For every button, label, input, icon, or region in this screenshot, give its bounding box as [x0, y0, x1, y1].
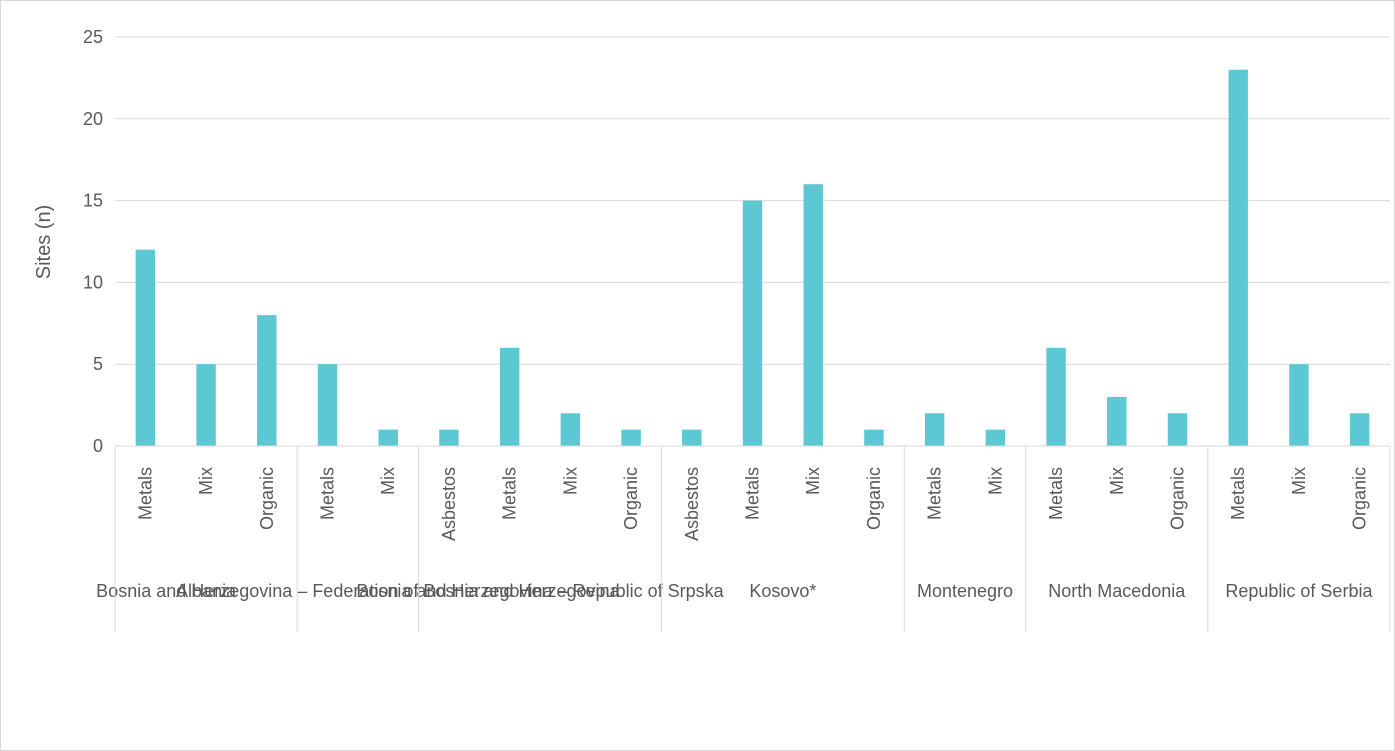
- bar: [196, 364, 216, 446]
- bar: [1107, 396, 1127, 446]
- x-category-label: Mix: [196, 467, 216, 495]
- bar: [317, 364, 338, 446]
- x-category-label: Mix: [1289, 467, 1309, 495]
- x-category-label: Organic: [1350, 467, 1370, 530]
- x-category-label: Metals: [743, 467, 763, 520]
- x-category-label: Metals: [1228, 467, 1248, 520]
- bar: [924, 413, 945, 446]
- bar: [1349, 413, 1370, 446]
- bars: [135, 69, 1370, 447]
- x-category-label: Mix: [803, 467, 823, 495]
- x-category-label: Metals: [135, 467, 155, 520]
- bar: [682, 429, 702, 446]
- bar: [378, 429, 398, 446]
- x-category-label: Asbestos: [439, 467, 459, 541]
- x-group-label: North Macedonia: [1048, 581, 1186, 601]
- x-group-label: Kosovo*: [749, 581, 816, 601]
- x-category-label: Asbestos: [682, 467, 702, 541]
- x-group-label: Bosnia and Herzegovina – Federation of B…: [96, 581, 620, 601]
- y-tick-label: 0: [93, 436, 103, 456]
- x-category-label: Organic: [864, 467, 884, 530]
- x-category-label: Mix: [378, 467, 398, 495]
- x-group-label: Republic of Serbia: [1225, 581, 1373, 601]
- bar: [560, 413, 581, 446]
- x-category-label: Mix: [560, 467, 580, 495]
- y-axis: 0 5 10 15 20 25: [83, 27, 103, 456]
- bar: [985, 429, 1006, 446]
- x-category-label: Organic: [621, 467, 641, 530]
- y-axis-label: Sites (n): [33, 205, 55, 279]
- bar: [742, 200, 763, 446]
- bar: [1167, 413, 1188, 446]
- bar: [499, 347, 520, 446]
- bar: [1046, 347, 1066, 446]
- y-tick-label: 5: [93, 354, 103, 374]
- bar: [439, 429, 459, 446]
- x-group-label: Bosnia and Herzegovina – Republic of Srp…: [356, 581, 724, 601]
- y-tick-label: 25: [83, 27, 103, 47]
- x-category-label: Metals: [500, 467, 520, 520]
- bar: [621, 429, 641, 446]
- y-tick-label: 10: [83, 272, 103, 292]
- x-group-label: Montenegro: [917, 581, 1013, 601]
- x-category-label: Mix: [1107, 467, 1127, 495]
- y-tick-label: 20: [83, 109, 103, 129]
- bar: [257, 315, 277, 446]
- x-category-label: Metals: [318, 467, 338, 520]
- x-category-label: Mix: [985, 467, 1005, 495]
- bar: [135, 249, 156, 446]
- y-tick-label: 15: [83, 191, 103, 211]
- x-category-label: Metals: [925, 467, 945, 520]
- x-category-label: Organic: [1168, 467, 1188, 530]
- bar: [803, 184, 823, 447]
- x-axis: Metals Mix Organic Albania Metals Mix Bosnia a…: [96, 445, 1391, 632]
- bar: [1289, 364, 1309, 446]
- bar: [1228, 69, 1248, 446]
- bar: [864, 429, 884, 446]
- x-category-label: Organic: [257, 467, 277, 530]
- x-group-label: Albania: [176, 581, 237, 601]
- x-category-label: Metals: [1046, 467, 1066, 520]
